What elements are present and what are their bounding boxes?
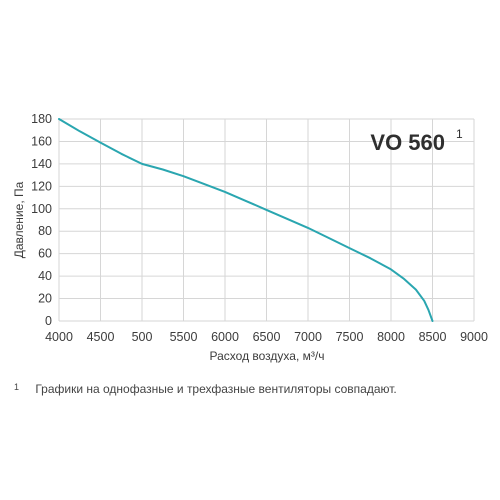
y-tick-label: 20 [38, 292, 52, 306]
x-tick-label: 8500 [419, 330, 447, 344]
x-tick-labels: 4000 4500 500 5500 6000 6500 7000 7500 8000 8500 9… [45, 330, 488, 344]
y-tick-label: 160 [31, 134, 52, 148]
x-tick-label: 9000 [460, 330, 488, 344]
footnote-text: Графики на однофазные и трехфазные венти… [35, 382, 397, 396]
x-tick-label: 5500 [170, 330, 198, 344]
y-tick-label: 0 [45, 314, 52, 328]
x-tick-label: 7500 [336, 330, 364, 344]
chart-title: VO 560 [370, 130, 445, 155]
chart-title-superscript: 1 [456, 127, 463, 141]
y-tick-label: 140 [31, 157, 52, 171]
x-tick-label: 7000 [294, 330, 322, 344]
x-tick-label: 500 [132, 330, 153, 344]
x-tick-label: 4500 [87, 330, 115, 344]
y-tick-label: 120 [31, 179, 52, 193]
x-tick-label: 4000 [45, 330, 73, 344]
x-tick-label: 6000 [211, 330, 239, 344]
footnote-marker: 1 [14, 382, 20, 392]
y-tick-label: 100 [31, 202, 52, 216]
series-line-0 [58, 118, 434, 322]
y-tick-label: 180 [31, 112, 52, 126]
y-tick-label: 60 [38, 247, 52, 261]
grid-lines [58, 118, 475, 322]
footnote: 1 Графики на однофазные и трехфазные вен… [14, 382, 397, 396]
x-tick-label: 8000 [377, 330, 405, 344]
y-tick-labels: 0 20 40 60 80 100 120 140 160 180 [31, 112, 52, 328]
y-axis-label: Давление, Па [12, 181, 26, 258]
series-layer [58, 118, 434, 322]
x-tick-label: 6500 [253, 330, 281, 344]
y-tick-label: 80 [38, 224, 52, 238]
y-tick-label: 40 [38, 269, 52, 283]
x-axis-label: Расход воздуха, м³/ч [210, 349, 325, 363]
